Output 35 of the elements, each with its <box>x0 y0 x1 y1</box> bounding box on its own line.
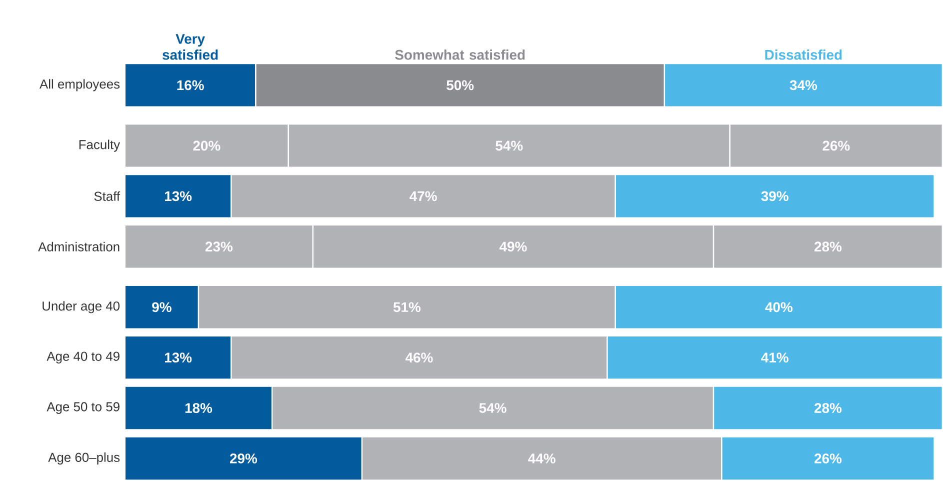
data-label: 26% <box>814 454 842 464</box>
data-label: 44% <box>528 454 556 464</box>
y-tick-label: All employees <box>40 79 120 92</box>
data-label: 28% <box>814 242 842 252</box>
y-tick-label: Administration <box>38 242 120 252</box>
y-tick-label: Staff <box>94 192 120 202</box>
y-tick-label: Age 60–plus <box>48 452 120 465</box>
data-label: 41% <box>761 352 788 363</box>
series-label: Dissatisfied <box>765 50 842 60</box>
data-label: 18% <box>185 403 212 414</box>
series-label: Somewhat satisfied <box>395 50 525 60</box>
data-label: 40% <box>765 302 792 312</box>
series-label: Very satisfied <box>162 34 218 60</box>
data-label: 51% <box>393 302 421 312</box>
data-label: 23% <box>205 242 233 252</box>
data-label: 49% <box>499 242 527 252</box>
data-label: 28% <box>814 403 842 414</box>
data-label: 20% <box>193 140 220 151</box>
data-label: 47% <box>410 191 437 202</box>
y-tick-label: Under age 40 <box>42 301 120 314</box>
data-label: 54% <box>479 403 506 414</box>
data-label: 39% <box>761 191 788 202</box>
y-tick-label: Age 50 to 59 <box>46 402 120 414</box>
data-label: 16% <box>177 80 204 90</box>
data-label: 50% <box>446 80 474 90</box>
data-label: 13% <box>164 352 192 363</box>
data-label: 26% <box>822 140 850 151</box>
y-tick-label: Faculty <box>79 140 120 152</box>
data-label: 46% <box>405 352 433 363</box>
data-label: 13% <box>164 191 192 202</box>
data-label: 29% <box>230 454 258 464</box>
data-label: 9% <box>152 302 172 312</box>
y-tick-label: Age 40 to 49 <box>46 352 120 364</box>
data-label: 34% <box>790 80 818 90</box>
data-label: 54% <box>496 140 523 151</box>
